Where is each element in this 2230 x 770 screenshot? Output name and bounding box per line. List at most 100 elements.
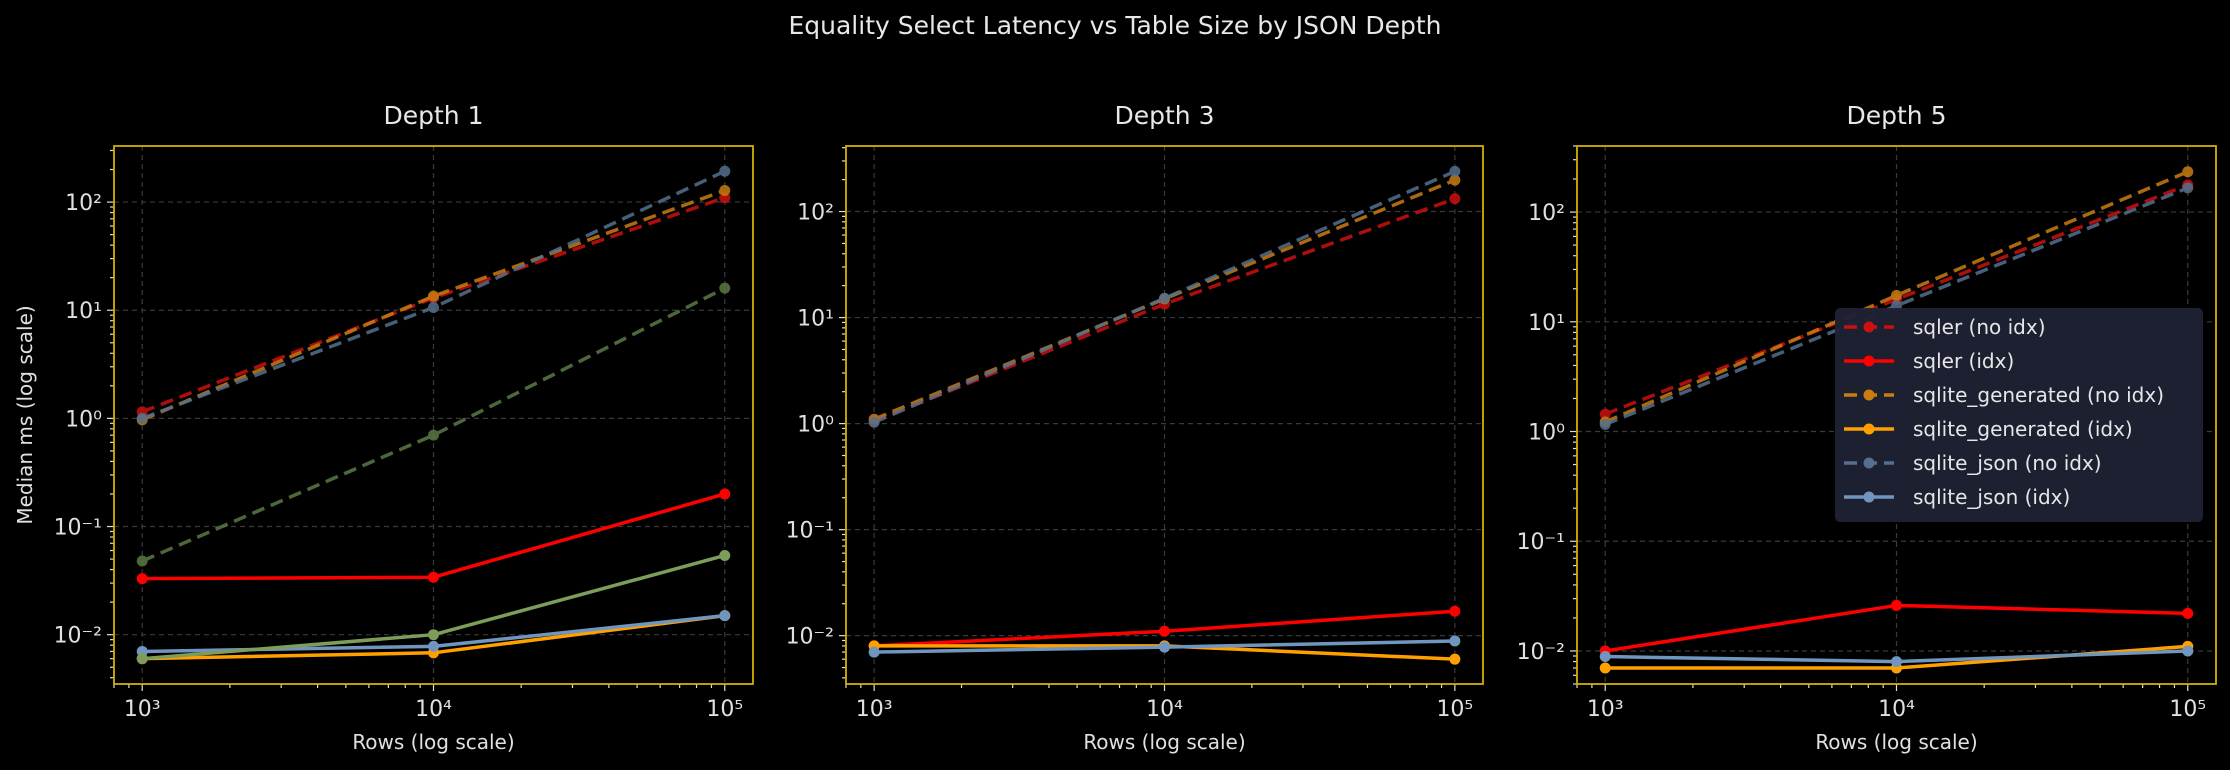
y-tick-label: 10⁻²	[54, 624, 102, 649]
y-tick-label: 10²	[797, 201, 834, 226]
panel-title: Depth 5	[1847, 101, 1947, 130]
panel-2: 10³ 10⁴ 10⁵ 10⁻² 10⁻¹ 10⁰ 10¹ 10² Depth 3 Rows (l…	[786, 101, 1484, 754]
x-tick-label: 10⁴	[1878, 697, 1915, 722]
y-tick-label: 10⁰	[797, 413, 834, 438]
series-sqlite-json-idx-	[868, 635, 1461, 658]
legend-label: sqlite_json (no idx)	[1913, 451, 2102, 475]
data-point	[428, 290, 439, 302]
data-point	[2182, 166, 2194, 178]
data-point	[428, 640, 439, 652]
legend-label: sqlite_json (idx)	[1913, 485, 2070, 509]
data-point	[1449, 165, 1461, 177]
x-tick-label: 10³	[856, 697, 893, 722]
x-tick-label: 10⁵	[1436, 697, 1473, 722]
legend-marker	[1863, 321, 1875, 333]
legend-label: sqler (no idx)	[1913, 315, 2046, 339]
legend-item: sqlite_generated (idx)	[1844, 417, 2133, 441]
panel-3: 10³ 10⁴ 10⁵ 10⁻² 10⁻¹ 10⁰ 10¹ 10² Depth 5 Rows (l…	[1517, 101, 2217, 754]
series-line	[141, 286, 726, 563]
y-tick-label: 10⁰	[65, 407, 102, 432]
data-point	[719, 282, 731, 294]
data-point	[1599, 418, 1611, 430]
series-line	[873, 169, 1456, 424]
axes-frame	[113, 145, 754, 685]
axes-frame	[1576, 145, 2217, 685]
panel-title: Depth 3	[1115, 101, 1215, 130]
series-unlabeled-7	[136, 549, 731, 665]
legend-marker	[1863, 457, 1875, 469]
data-point	[1449, 193, 1461, 205]
data-point	[719, 549, 731, 561]
legend-marker	[1863, 389, 1875, 401]
y-tick-label: 10¹	[65, 299, 102, 324]
data-point	[719, 610, 731, 622]
data-point	[719, 184, 731, 196]
legend-label: sqlite_generated (no idx)	[1913, 383, 2164, 407]
legend-label: sqlite_generated (idx)	[1913, 417, 2133, 441]
data-point	[136, 412, 148, 424]
data-point	[1449, 174, 1461, 186]
data-point	[1599, 662, 1611, 674]
y-tick-label: 10⁻¹	[1517, 530, 1565, 555]
x-tick-label: 10³	[124, 697, 161, 722]
series-line	[1604, 186, 2189, 427]
legend-item: sqler (idx)	[1844, 349, 2014, 373]
panel-title: Depth 1	[384, 101, 484, 130]
y-tick-label: 10⁻¹	[54, 516, 102, 541]
y-tick-label: 10⁻²	[1517, 640, 1565, 665]
data-point	[2182, 645, 2194, 657]
data-point	[719, 488, 731, 500]
legend-item: sqler (no idx)	[1844, 315, 2046, 339]
data-point	[428, 429, 439, 441]
y-tick-label: 10²	[65, 191, 102, 216]
data-point	[428, 571, 439, 583]
x-tick-label: 10⁵	[706, 697, 743, 722]
legend-item: sqlite_json (no idx)	[1844, 451, 2102, 475]
data-point	[1599, 651, 1611, 663]
series-line	[1604, 170, 2189, 424]
data-point	[868, 646, 880, 658]
legend: sqler (no idx) sqler (idx) sqlite_generate…	[1835, 308, 2203, 522]
data-point	[868, 416, 880, 428]
x-axis-label: Rows (log scale)	[1815, 730, 1977, 754]
legend-marker	[1863, 355, 1875, 367]
axes-frame	[845, 145, 1484, 685]
data-point	[1891, 656, 1902, 668]
data-point	[1159, 292, 1170, 304]
y-tick-label: 10²	[1528, 201, 1565, 226]
series-sqlite-json-idx-	[1599, 645, 2194, 668]
data-point	[136, 555, 148, 567]
y-tick-label: 10⁻²	[786, 625, 834, 650]
figure-title: Equality Select Latency vs Table Size by…	[788, 11, 1441, 40]
legend-marker	[1863, 423, 1875, 435]
series-unlabeled-6	[136, 282, 731, 567]
x-tick-label: 10⁴	[1146, 697, 1183, 722]
data-point	[1449, 653, 1461, 665]
data-point	[1599, 408, 1611, 420]
legend-label: sqler (idx)	[1913, 349, 2014, 373]
data-point	[1891, 599, 1902, 611]
x-tick-label: 10⁵	[2169, 697, 2206, 722]
data-point	[428, 301, 439, 313]
data-point	[1449, 605, 1461, 617]
data-point	[2182, 607, 2194, 619]
x-axis-label: Rows (log scale)	[1083, 730, 1245, 754]
y-tick-label: 10¹	[797, 307, 834, 332]
series-sqlite-json-no-idx-	[868, 165, 1461, 428]
series-sqler-idx-	[136, 488, 731, 585]
data-point	[1159, 641, 1170, 653]
x-tick-label: 10⁴	[415, 697, 452, 722]
y-axis-label: Median ms (log scale)	[13, 305, 37, 524]
panel-1: 10³ 10⁴ 10⁵ 10⁻² 10⁻¹ 10⁰ 10¹ 10² Depth 1 Rows (l…	[13, 101, 754, 754]
data-point	[1449, 635, 1461, 647]
x-axis-label: Rows (log scale)	[352, 730, 514, 754]
data-point	[1159, 625, 1170, 637]
y-tick-label: 10⁰	[1528, 421, 1565, 446]
x-tick-label: 10³	[1587, 697, 1624, 722]
legend-marker	[1863, 491, 1875, 503]
data-point	[2182, 182, 2194, 194]
data-point	[136, 653, 148, 665]
data-point	[719, 165, 731, 177]
series-line	[1604, 183, 2189, 416]
